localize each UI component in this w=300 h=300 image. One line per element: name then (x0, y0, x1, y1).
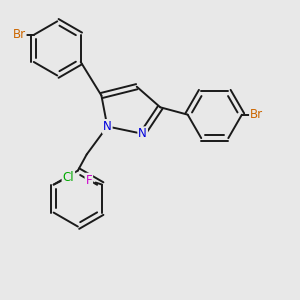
Text: Br: Br (13, 28, 26, 41)
Text: F: F (85, 174, 92, 187)
Text: Cl: Cl (62, 171, 74, 184)
Text: Br: Br (250, 108, 263, 121)
Text: N: N (103, 120, 112, 133)
Text: N: N (138, 127, 147, 140)
